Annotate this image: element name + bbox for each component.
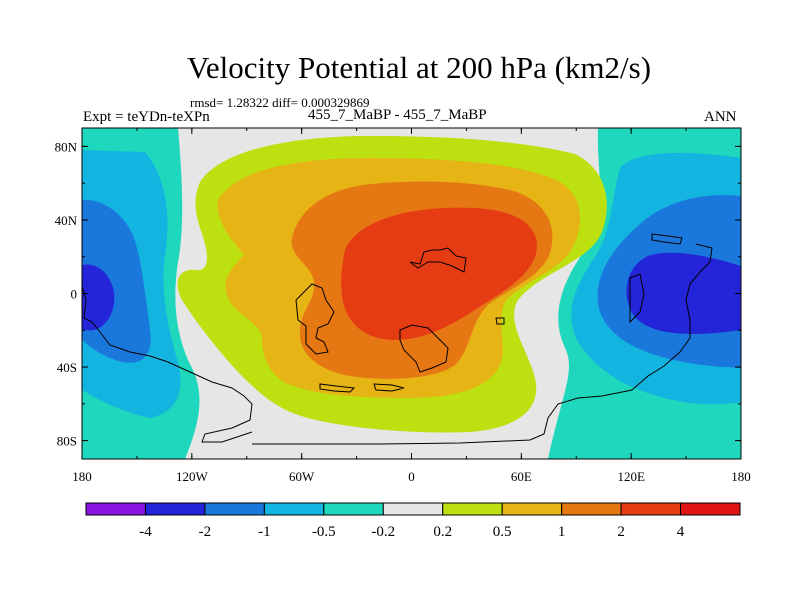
y-tick-label: 40N [55, 213, 78, 228]
coastline-south-central [399, 324, 449, 373]
x-tick-label: 120W [176, 469, 209, 484]
colorbar-swatch [85, 502, 146, 516]
y-tick-label: 0 [71, 287, 78, 302]
chart-title: Velocity Potential at 200 hPa (km2/s) [186, 50, 652, 85]
x-tick-label: 0 [408, 469, 415, 484]
x-tick-label: 180 [731, 469, 751, 484]
season-label: ANN [704, 109, 737, 125]
colorbar-swatch [680, 502, 741, 516]
colorbar-swatch [204, 502, 265, 516]
x-tick-label: 180 [72, 469, 92, 484]
colorbar-label: -0.2 [371, 524, 395, 540]
coastline-central-west [295, 283, 335, 355]
colorbar-label: -1 [258, 524, 271, 540]
colorbar-swatch [323, 502, 384, 516]
stats-line: rmsd= 1.28322 diff= 0.000329869 [190, 95, 370, 110]
colorbar: -4 -2 -1 -0.5 -0.2 0.2 0.5 1 2 4 [85, 502, 741, 540]
colorbar-label: -0.5 [312, 524, 336, 540]
contour-field [82, 128, 741, 459]
colorbar-swatch [501, 502, 563, 516]
colorbar-label: 0.2 [433, 524, 452, 540]
coastline-asia-east [252, 233, 713, 445]
axes: 180 120W 60W 0 60E 120E 180 80N 40N 0 40S 80S [55, 128, 751, 484]
x-tick-label: 120E [617, 469, 645, 484]
colorbar-label: 0.5 [493, 524, 512, 540]
field-neg-max-west [82, 264, 115, 331]
colorbar-label: -4 [139, 524, 152, 540]
colorbar-swatch [144, 502, 206, 516]
colorbar-swatch [382, 502, 444, 516]
x-tick-label: 60E [511, 469, 532, 484]
colorbar-swatch [263, 502, 325, 516]
coastlines [81, 233, 713, 445]
colorbar-label: 4 [677, 524, 685, 540]
coastline-asia-west [629, 273, 645, 324]
cases-label: 455_7_MaBP - 455_7_MaBP [308, 107, 487, 123]
coastline-islands [319, 317, 505, 393]
coastline-africa [409, 247, 467, 273]
x-tick-label: 60W [289, 469, 315, 484]
colorbar-swatch [442, 502, 503, 516]
colorbar-label: -2 [199, 524, 212, 540]
experiment-label: Expt = teYDn-teXPn [83, 109, 210, 125]
field-pos-max [341, 207, 537, 340]
y-tick-label: 80S [57, 434, 77, 449]
colorbar-swatch [561, 502, 622, 516]
field-neg-max-east [626, 252, 741, 335]
y-tick-label: 80N [55, 139, 78, 154]
coastline-america [81, 285, 253, 443]
colorbar-label: 1 [558, 524, 566, 540]
y-tick-label: 40S [57, 360, 77, 375]
colorbar-label: 2 [617, 524, 625, 540]
colorbar-swatch [620, 502, 682, 516]
